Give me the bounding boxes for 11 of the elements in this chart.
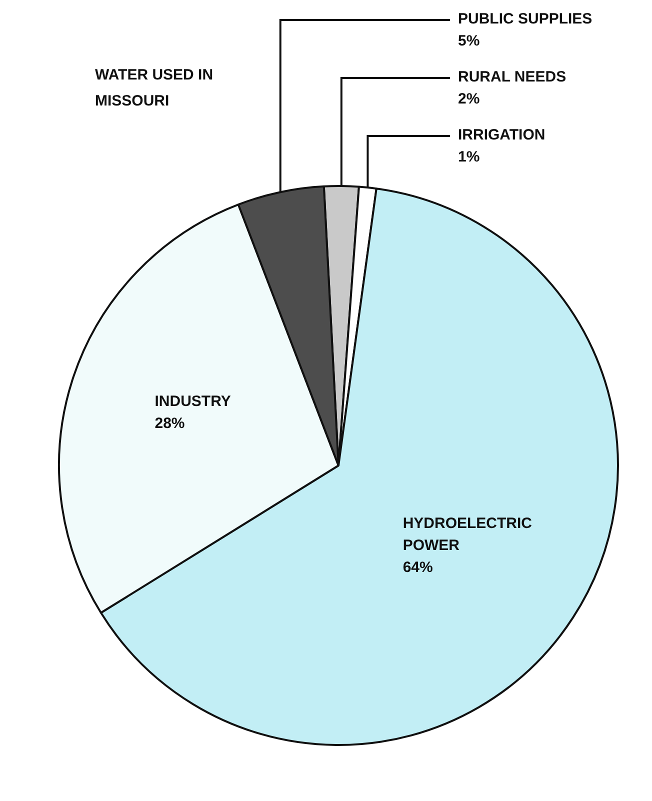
text: WATER USED IN MISSOURI — [95, 66, 214, 110]
slice-label: HYDROELECTRIC POWER — [402, 514, 532, 554]
data-label: 28% — [154, 415, 185, 432]
data-label: 1% — [458, 148, 480, 166]
slice-label: INDUSTRY — [154, 393, 231, 410]
data-label: 5% — [458, 32, 480, 50]
data-label: 2% — [458, 90, 480, 108]
slice-label: RURAL NEEDS — [458, 68, 566, 86]
slice-label: IRRIGATION — [458, 126, 546, 144]
slice-label: PUBLIC SUPPLIES — [458, 10, 592, 28]
data-label: 64% — [402, 558, 433, 576]
